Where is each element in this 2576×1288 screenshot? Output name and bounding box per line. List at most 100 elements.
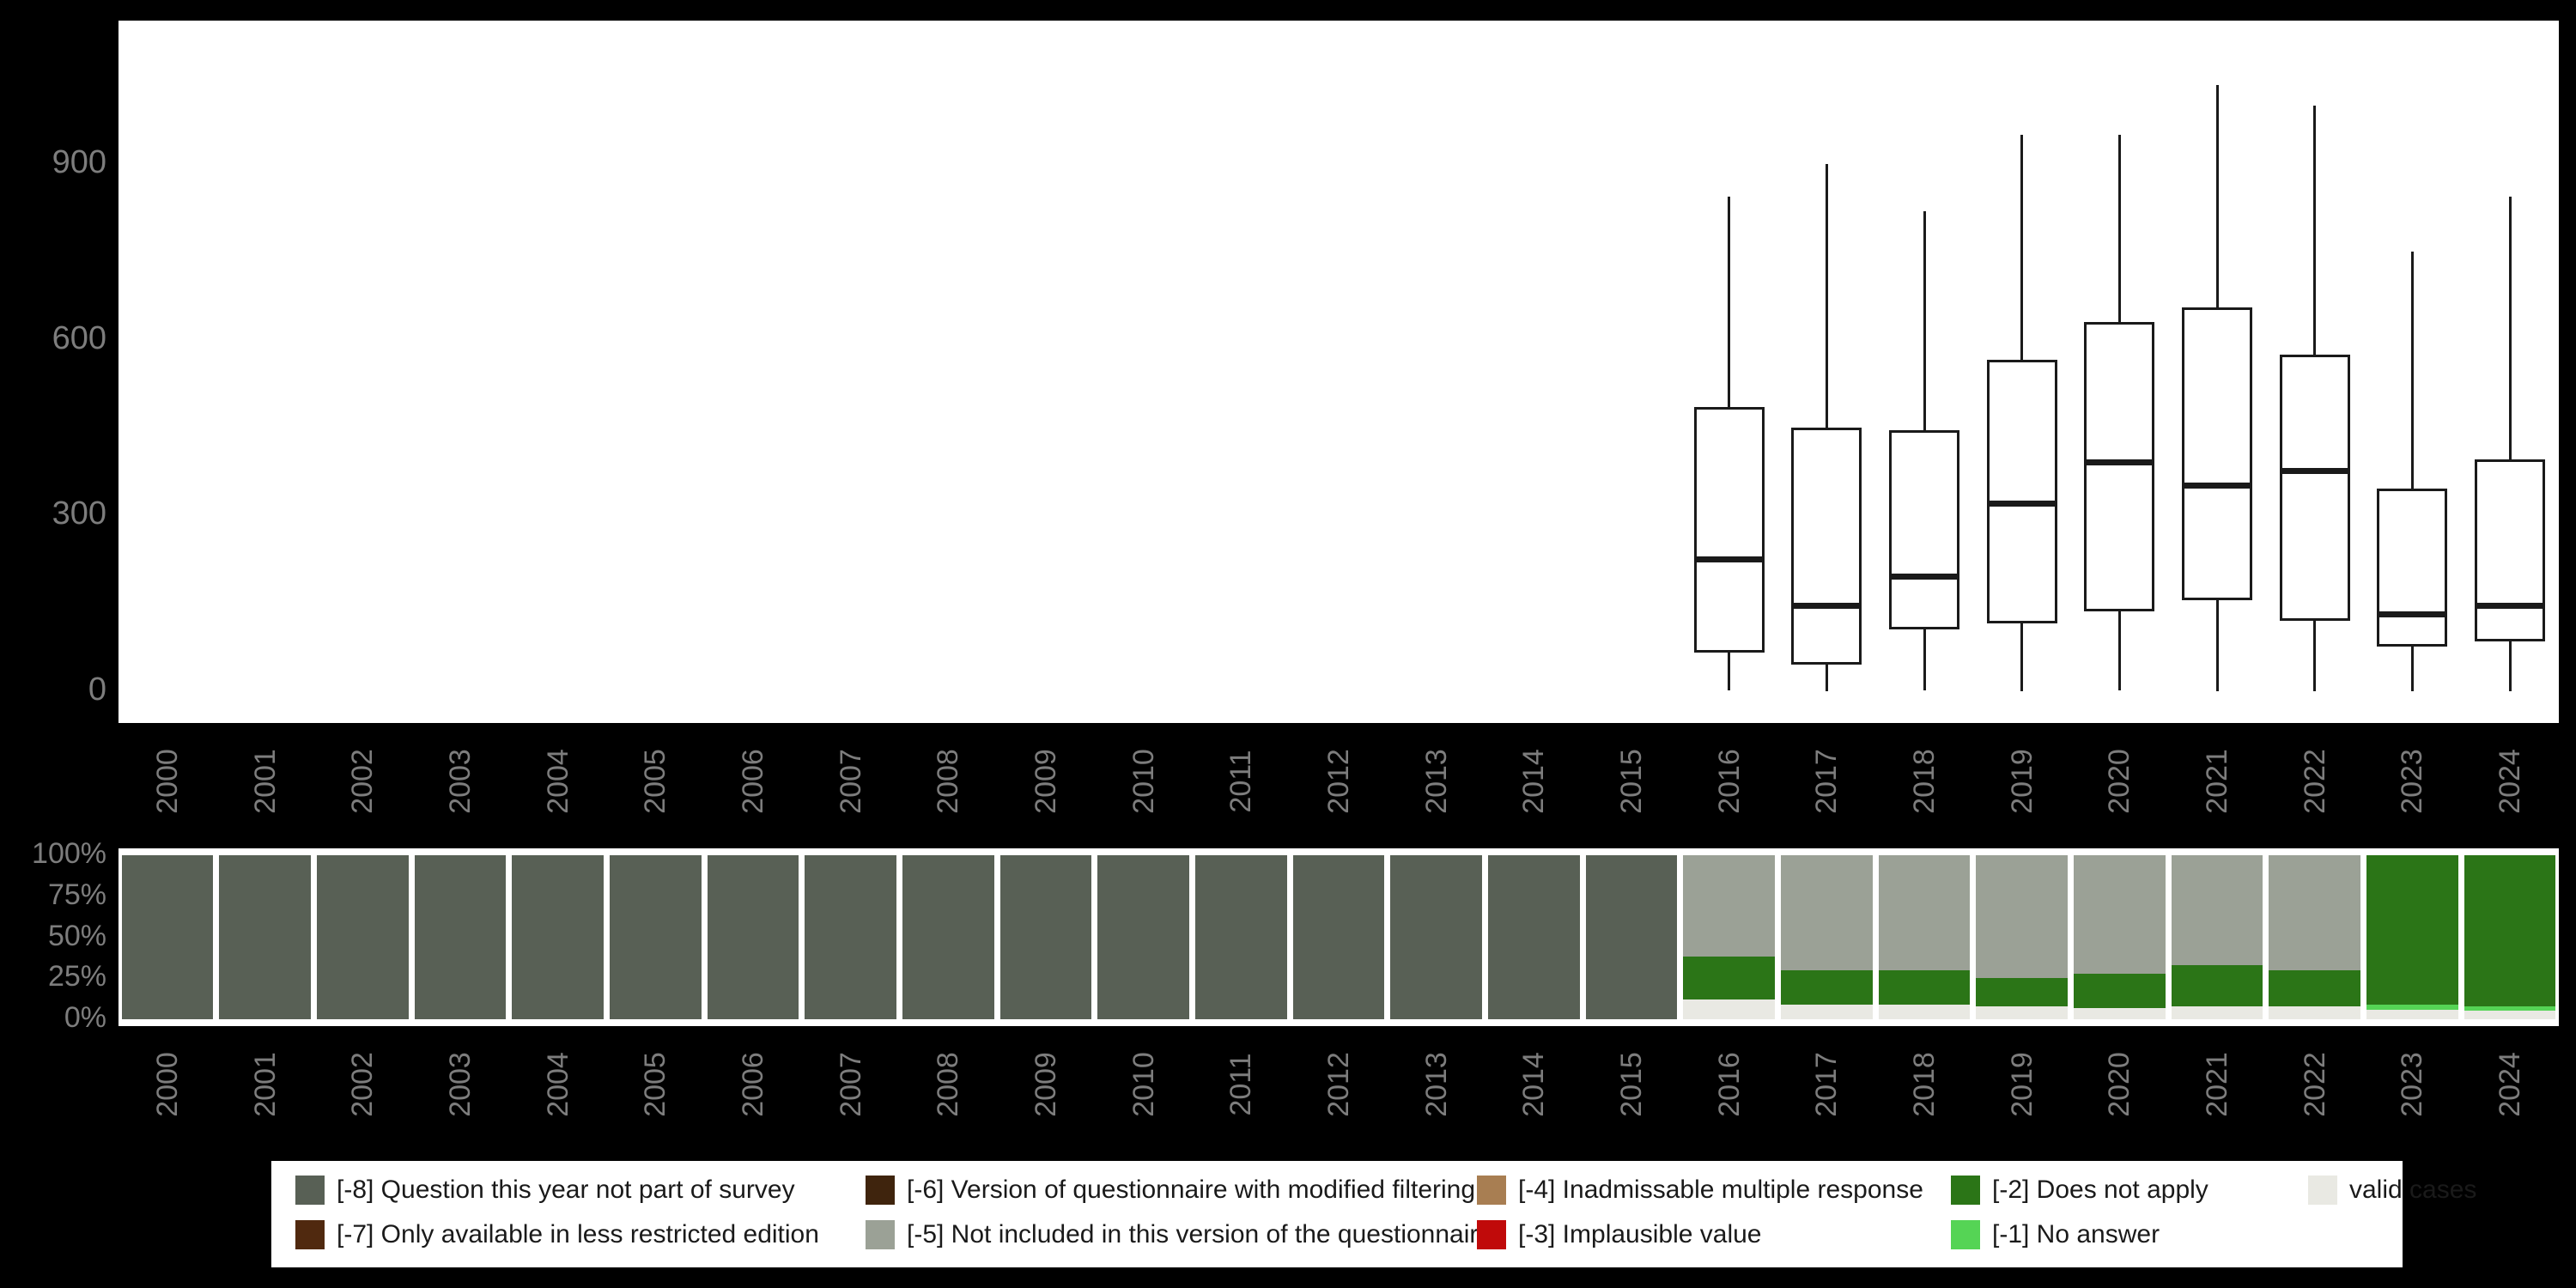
x-tick-label: 2024	[2494, 1052, 2527, 1117]
x-tick-label: 2008	[932, 1052, 965, 1117]
stacked-bar-segment	[2171, 855, 2263, 965]
stacked-bar-segment	[1878, 855, 1971, 970]
x-tick-label: 2024	[2494, 749, 2527, 814]
x-tick-label: 2021	[2201, 1052, 2234, 1117]
median-line	[2182, 483, 2253, 489]
legend-item: [-8] Question this year not part of surv…	[295, 1175, 795, 1209]
whisker-lower	[1728, 653, 1731, 691]
x-tick-label: 2018	[1908, 1052, 1941, 1117]
boxplot-x-axis: 2000 2001 2002 2003 2004 2005 2006 2007 2008 2009…	[118, 730, 2559, 843]
stacked-bar-segment	[1878, 1004, 1971, 1019]
legend-item: [-4] Inadmissable multiple response	[1477, 1175, 1923, 1209]
box	[1986, 360, 2057, 624]
x-tick-label: 2002	[346, 1052, 380, 1117]
x-tick-label: 2019	[2005, 749, 2038, 814]
x-tick-label: 2011	[1224, 1053, 1258, 1116]
x-tick-label: 2020	[2103, 1052, 2136, 1117]
median-line	[1693, 556, 1765, 562]
y-tick-label: 0	[88, 671, 106, 708]
x-tick-label: 2010	[1127, 1052, 1160, 1117]
stacked-bar-segment	[316, 855, 409, 1019]
legend-item: valid cases	[2308, 1175, 2476, 1209]
x-tick-label: 2009	[1029, 1052, 1062, 1117]
stacked-bar-segment	[1390, 855, 1482, 1019]
boxplot-y-axis: 0 300 600 900	[0, 21, 106, 723]
stacked-bar-segment	[1488, 855, 1580, 1019]
stacked-bar-segment	[2171, 1005, 2263, 1019]
x-tick-label: 2012	[1322, 1052, 1355, 1117]
y-tick-label: 50%	[47, 919, 106, 952]
x-tick-label: 2007	[834, 1052, 867, 1117]
y-tick-label: 25%	[47, 960, 106, 993]
x-tick-label: 2014	[1517, 1052, 1551, 1117]
legend-swatch	[866, 1220, 895, 1250]
legend-label: valid cases	[2349, 1176, 2477, 1205]
y-tick-label: 100%	[32, 837, 106, 870]
x-tick-label: 2023	[2396, 1052, 2429, 1117]
percent-panel	[118, 848, 2559, 1026]
whisker-lower	[2020, 623, 2024, 691]
median-line	[1889, 574, 1960, 580]
stacked-bar-segment	[805, 855, 896, 1019]
x-tick-label: 2022	[2298, 749, 2331, 814]
stacked-bar-segment	[2464, 1005, 2556, 1012]
legend-label: [-5] Not included in this version of the…	[907, 1220, 1493, 1249]
stacked-bar-segment	[1292, 855, 1385, 1019]
whisker-upper	[2508, 196, 2512, 460]
legend-item: [-5] Not included in this version of the…	[866, 1219, 1492, 1254]
legend-swatch	[295, 1176, 325, 1206]
whisker-upper	[1825, 164, 1828, 428]
legend: [-8] Question this year not part of surv…	[271, 1161, 2476, 1267]
stacked-bar-segment	[1976, 1005, 2069, 1019]
stacked-bar-segment	[1683, 999, 1776, 1019]
box	[2182, 307, 2253, 600]
x-tick-label: 2010	[1127, 749, 1160, 814]
legend-swatch	[1477, 1176, 1506, 1206]
y-tick-label: 300	[52, 495, 106, 532]
stacked-bar-segment	[1878, 969, 1971, 1005]
median-line	[1986, 500, 2057, 507]
stacked-bar-segment	[2269, 855, 2361, 970]
stacked-bar-segment	[219, 855, 311, 1019]
stacked-bar-segment	[1097, 855, 1189, 1019]
x-tick-label: 2022	[2298, 1052, 2331, 1117]
legend-swatch	[2308, 1176, 2337, 1206]
x-tick-label: 2011	[1224, 750, 1258, 813]
stacked-bar-segment	[2074, 855, 2166, 974]
legend-label: [-2] Does not apply	[1992, 1176, 2208, 1205]
legend-label: [-3] Implausible value	[1518, 1220, 1762, 1249]
x-tick-label: 2020	[2103, 749, 2136, 814]
legend-label: [-4] Inadmissable multiple response	[1518, 1176, 1923, 1205]
x-tick-label: 2023	[2396, 749, 2429, 814]
boxplot-panel	[118, 21, 2559, 723]
stacked-bar-segment	[707, 855, 799, 1019]
whisker-lower	[1923, 629, 1926, 691]
whisker-upper	[2313, 105, 2317, 355]
stacked-bar-segment	[1585, 855, 1678, 1019]
x-tick-label: 2005	[639, 749, 672, 814]
box	[2084, 322, 2155, 612]
legend-swatch	[1951, 1176, 1980, 1206]
legend-swatch	[1951, 1220, 1980, 1250]
x-tick-label: 2009	[1029, 749, 1062, 814]
legend-item: [-1] No answer	[1951, 1219, 2160, 1254]
x-tick-label: 2007	[834, 749, 867, 814]
percent-bars	[118, 848, 2559, 1026]
legend-label: [-7] Only available in less restricted e…	[337, 1220, 819, 1249]
legend-swatch	[1477, 1220, 1506, 1250]
x-tick-label: 2003	[443, 749, 477, 814]
median-line	[2475, 603, 2546, 610]
x-tick-label: 2006	[736, 749, 769, 814]
x-tick-label: 2015	[1615, 1052, 1649, 1117]
x-tick-label: 2018	[1908, 749, 1941, 814]
x-tick-label: 2006	[736, 1052, 769, 1117]
x-tick-label: 2012	[1322, 749, 1355, 814]
median-line	[2279, 468, 2350, 475]
whisker-upper	[2117, 134, 2121, 323]
whisker-upper	[2020, 134, 2024, 361]
whisker-upper	[2215, 84, 2219, 307]
whisker-upper	[1728, 196, 1731, 407]
legend-label: [-6] Version of questionnaire with modif…	[907, 1176, 1476, 1205]
stacked-bar-segment	[609, 855, 702, 1019]
x-tick-label: 2021	[2201, 749, 2234, 814]
